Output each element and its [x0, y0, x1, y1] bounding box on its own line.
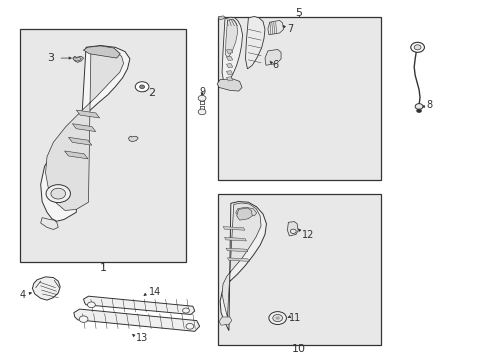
Circle shape	[272, 315, 282, 321]
Bar	[20, 30, 185, 262]
Polygon shape	[76, 110, 100, 118]
Polygon shape	[226, 77, 232, 81]
Text: 10: 10	[291, 343, 305, 354]
Circle shape	[140, 85, 144, 89]
Text: 12: 12	[302, 230, 314, 239]
Circle shape	[410, 42, 424, 52]
Circle shape	[414, 104, 422, 109]
Polygon shape	[222, 17, 242, 84]
Circle shape	[198, 95, 205, 101]
Polygon shape	[225, 19, 237, 58]
Polygon shape	[245, 17, 264, 69]
Circle shape	[135, 82, 149, 92]
Polygon shape	[226, 49, 232, 53]
Text: 3: 3	[47, 53, 54, 63]
Circle shape	[87, 302, 95, 308]
Text: 5: 5	[295, 8, 302, 18]
Polygon shape	[224, 237, 246, 241]
Circle shape	[46, 185, 70, 203]
Polygon shape	[73, 56, 83, 62]
Polygon shape	[267, 21, 283, 35]
Circle shape	[413, 45, 420, 50]
Polygon shape	[226, 63, 232, 68]
Polygon shape	[41, 218, 58, 229]
Polygon shape	[45, 49, 123, 211]
Polygon shape	[226, 56, 232, 60]
Polygon shape	[73, 57, 81, 61]
Bar	[217, 194, 380, 345]
Circle shape	[198, 109, 205, 115]
Circle shape	[275, 317, 279, 319]
Text: 2: 2	[148, 88, 155, 98]
Text: 7: 7	[287, 24, 293, 35]
Polygon shape	[264, 49, 281, 65]
Polygon shape	[236, 208, 252, 220]
Circle shape	[185, 323, 193, 329]
Polygon shape	[227, 258, 249, 261]
Bar	[217, 17, 380, 180]
Polygon shape	[72, 124, 96, 132]
Polygon shape	[64, 151, 88, 159]
Polygon shape	[220, 202, 266, 330]
Polygon shape	[68, 137, 92, 145]
Polygon shape	[41, 45, 130, 221]
Polygon shape	[225, 248, 247, 252]
Circle shape	[51, 188, 65, 199]
Text: 14: 14	[149, 287, 162, 297]
Circle shape	[182, 308, 189, 313]
Text: 13: 13	[136, 333, 148, 343]
Text: 8: 8	[425, 100, 431, 110]
Text: 11: 11	[289, 313, 301, 323]
Polygon shape	[219, 317, 231, 325]
Polygon shape	[223, 226, 244, 230]
Polygon shape	[235, 207, 256, 216]
Polygon shape	[226, 71, 232, 75]
Circle shape	[268, 312, 286, 324]
Polygon shape	[217, 79, 242, 91]
Text: 4: 4	[20, 290, 26, 300]
Polygon shape	[218, 16, 224, 20]
Polygon shape	[83, 296, 194, 315]
Text: 6: 6	[272, 59, 278, 69]
Polygon shape	[222, 203, 261, 317]
Circle shape	[290, 229, 296, 233]
Polygon shape	[128, 136, 138, 141]
Polygon shape	[32, 277, 60, 300]
Polygon shape	[83, 46, 120, 58]
Polygon shape	[74, 309, 199, 331]
Text: 9: 9	[199, 87, 205, 97]
Polygon shape	[287, 222, 298, 236]
Circle shape	[79, 316, 88, 322]
Text: 1: 1	[100, 263, 106, 273]
Circle shape	[416, 109, 421, 113]
